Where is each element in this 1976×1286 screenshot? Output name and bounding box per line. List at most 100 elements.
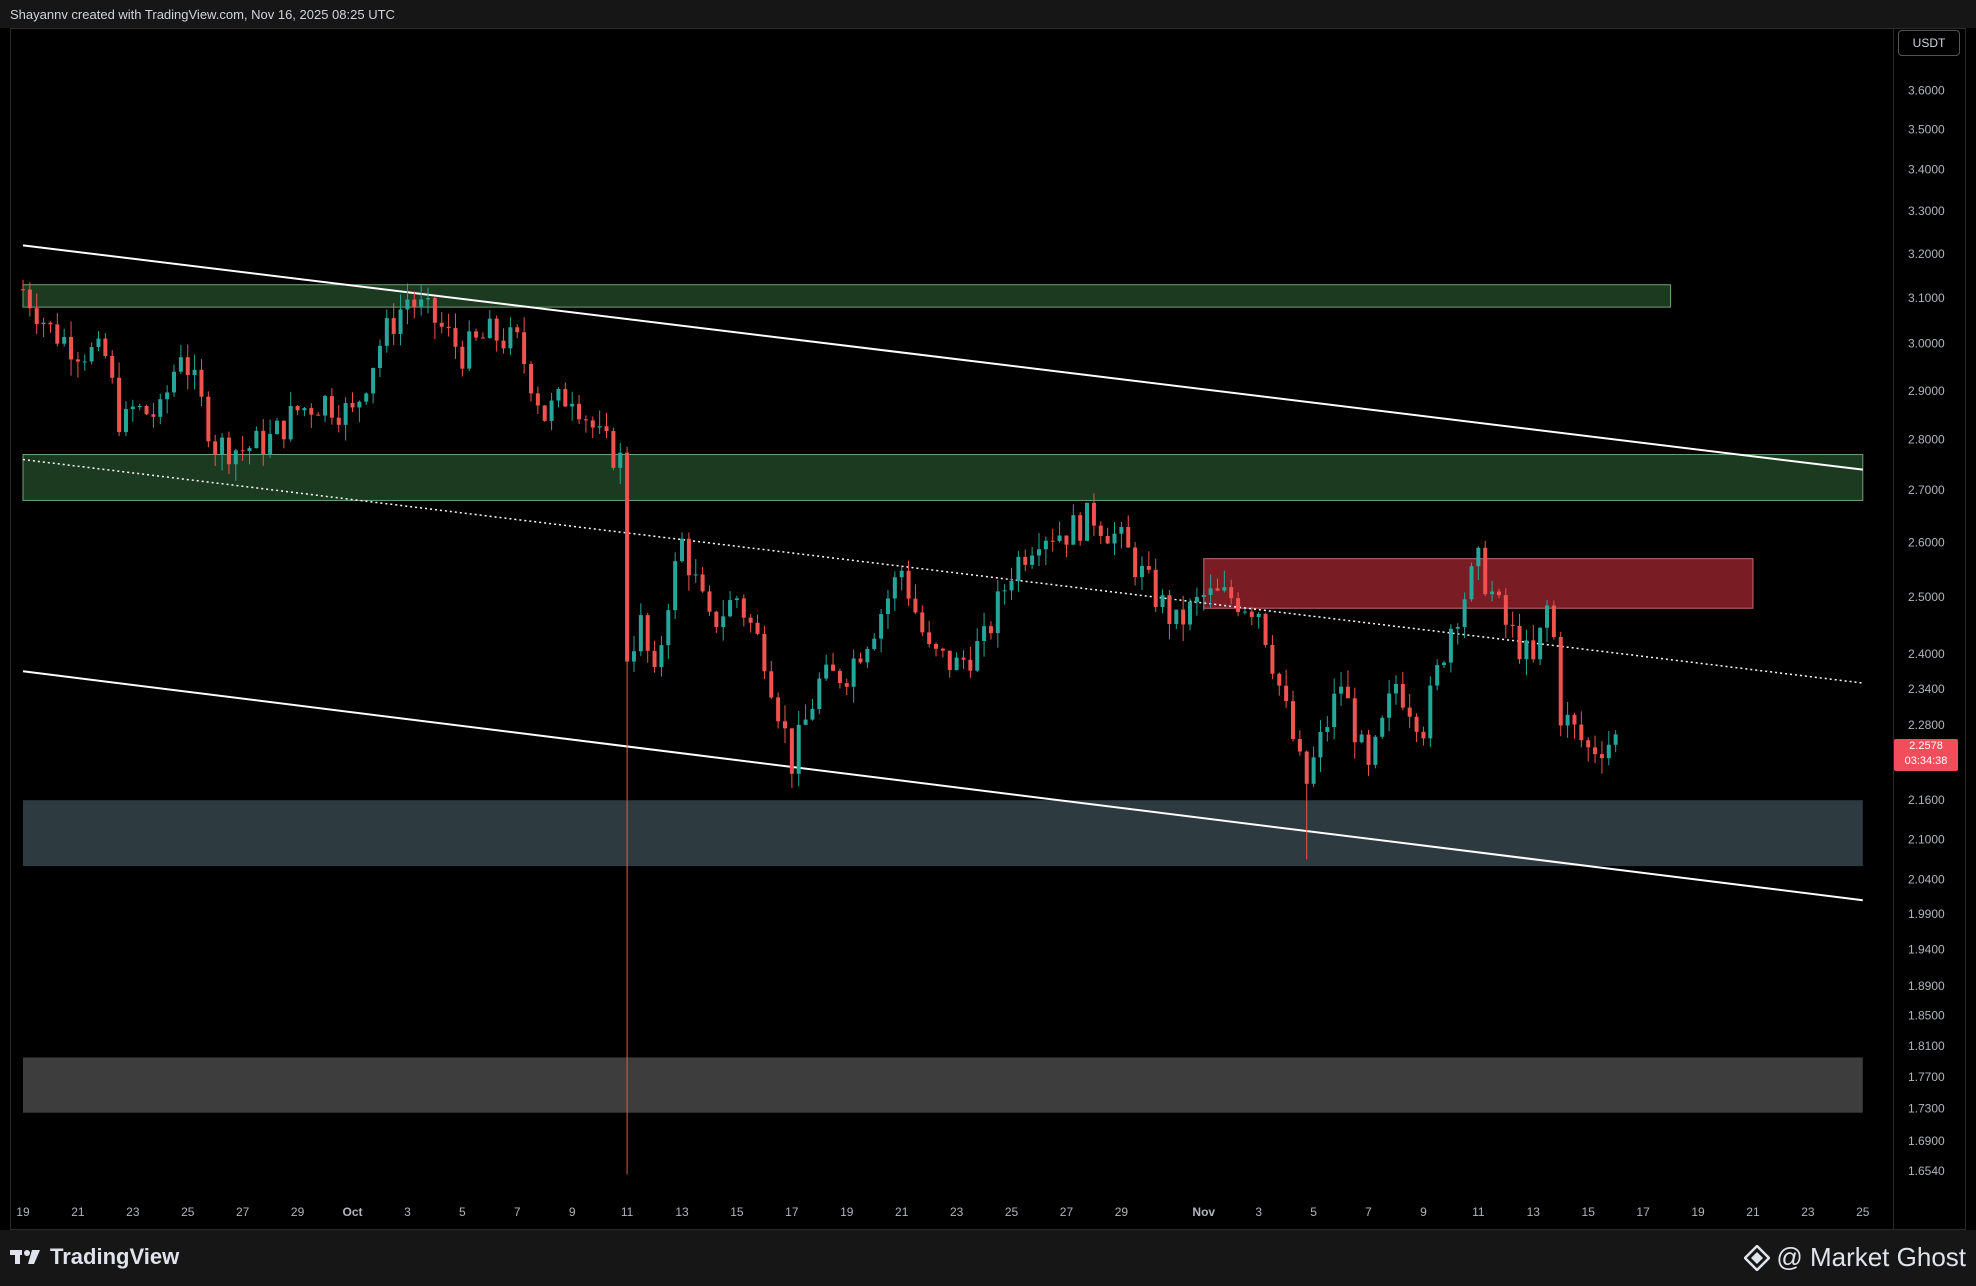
candle-up xyxy=(872,633,877,651)
candle-up xyxy=(1538,627,1543,666)
candle-body xyxy=(1002,590,1007,592)
x-axis-ticks: 19 21 23 25 27 29 Oct 3 5 7 9 11 13 15 17 19 21 23 25 27 29 N… xyxy=(16,1205,1869,1219)
candle-down xyxy=(480,332,485,339)
candle-down xyxy=(75,352,80,378)
candle-body xyxy=(741,598,746,618)
channel-upper xyxy=(22,244,1863,471)
candle-up xyxy=(817,672,822,715)
candles-layer xyxy=(20,279,1618,1175)
candle-body xyxy=(1599,754,1604,759)
candle-body xyxy=(1249,611,1254,618)
candle-up xyxy=(178,344,183,374)
candle-body xyxy=(288,405,293,440)
candle-body xyxy=(693,574,698,576)
candle-body xyxy=(831,664,836,671)
candle-down xyxy=(831,652,836,672)
x-tick-label: 29 xyxy=(291,1205,305,1219)
candle-body xyxy=(1407,707,1412,717)
candle-down xyxy=(1291,690,1296,742)
candle-up xyxy=(357,400,362,423)
candle-body xyxy=(55,324,60,344)
price-axis[interactable] xyxy=(1893,28,1966,1230)
candle-down xyxy=(1531,624,1536,663)
y-tick-label: 1.9900 xyxy=(1908,907,1945,921)
candle-body xyxy=(1304,751,1309,784)
candle-up xyxy=(1393,675,1398,705)
candle-up xyxy=(1194,587,1199,616)
candle-body xyxy=(556,388,561,401)
candle-body xyxy=(927,632,932,645)
candle-up xyxy=(268,419,273,458)
candle-down xyxy=(48,321,53,333)
candle-up xyxy=(982,612,987,657)
candle-up xyxy=(254,426,259,449)
currency-badge[interactable]: USDT xyxy=(1898,30,1960,56)
candle-body xyxy=(796,724,801,774)
candle-body xyxy=(982,626,987,642)
candle-up xyxy=(721,600,726,641)
candle-down xyxy=(1133,542,1138,586)
candle-down xyxy=(446,313,451,337)
candle-down xyxy=(934,642,939,657)
candle-down xyxy=(261,419,266,466)
candle-up xyxy=(1112,521,1117,556)
candle-body xyxy=(329,396,334,418)
candle-body xyxy=(1291,701,1296,740)
candle-body xyxy=(1091,502,1096,526)
candle-down xyxy=(782,705,787,743)
candle-down xyxy=(151,402,156,428)
tradingview-logo[interactable]: TradingView xyxy=(10,1244,179,1270)
candle-body xyxy=(1071,515,1076,545)
x-tick-label: 13 xyxy=(1527,1205,1541,1219)
candle-down xyxy=(1496,588,1501,599)
top-bar: Shayannv created with TradingView.com, N… xyxy=(0,0,1976,28)
candle-up xyxy=(1469,562,1474,602)
candle-up xyxy=(1201,590,1206,611)
candle-up xyxy=(323,394,328,423)
candle-body xyxy=(185,357,190,376)
candle-body xyxy=(1380,717,1385,737)
candle-down xyxy=(1414,713,1419,743)
candle-body xyxy=(1222,587,1227,591)
candle-up xyxy=(123,401,128,437)
candle-down xyxy=(1023,549,1028,572)
candle-body xyxy=(1393,684,1398,694)
candle-body xyxy=(1551,605,1556,637)
candle-up xyxy=(192,354,197,390)
x-tick-label: 21 xyxy=(71,1205,85,1219)
bar-countdown: 03:34:38 xyxy=(1904,755,1948,767)
candle-down xyxy=(1146,551,1151,574)
candle-body xyxy=(1050,540,1055,542)
x-tick-label: 11 xyxy=(1472,1205,1485,1219)
candle-up xyxy=(892,571,897,611)
candle-body xyxy=(1503,595,1508,625)
candle-down xyxy=(1181,595,1186,642)
price-chart[interactable]: 3.6000 3.5000 3.4000 3.3000 3.2000 3.1000 3.00… xyxy=(0,0,1976,1230)
candle-body xyxy=(96,338,101,348)
y-tick-label: 3.1000 xyxy=(1908,291,1945,305)
x-tick-label: 27 xyxy=(236,1205,250,1219)
candle-body xyxy=(1586,740,1591,748)
x-tick-label: 3 xyxy=(404,1205,411,1219)
candle-body xyxy=(844,683,849,687)
candle-body xyxy=(858,658,863,663)
candle-down xyxy=(1586,737,1591,762)
candle-up xyxy=(274,417,279,435)
mid-green-zone xyxy=(22,454,1864,501)
candle-body xyxy=(69,336,74,360)
candle-down xyxy=(1236,592,1241,617)
candle-up xyxy=(1380,715,1385,739)
candle-body xyxy=(192,369,197,376)
candle-up xyxy=(371,367,376,404)
candle-down xyxy=(542,405,547,422)
candle-up xyxy=(1036,533,1041,566)
candle-body xyxy=(357,401,362,408)
chart-pane[interactable] xyxy=(10,28,1966,1230)
candle-body xyxy=(165,392,170,400)
candle-down xyxy=(1304,750,1309,860)
candle-body xyxy=(1201,594,1206,597)
candle-body xyxy=(528,364,533,394)
candle-body xyxy=(913,598,918,613)
x-tick-label: 19 xyxy=(16,1205,30,1219)
candle-down xyxy=(1091,493,1096,536)
